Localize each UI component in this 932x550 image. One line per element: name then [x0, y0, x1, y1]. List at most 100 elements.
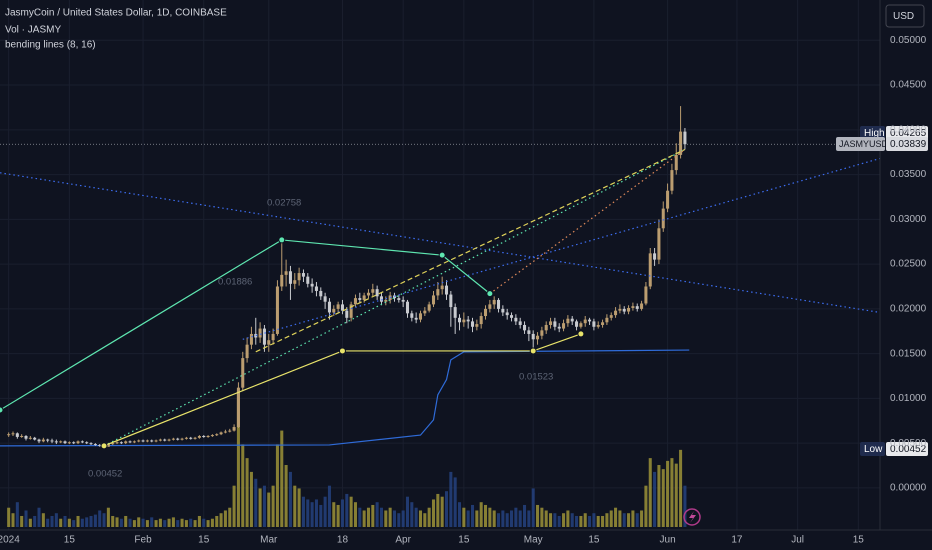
volume-bar — [89, 515, 93, 527]
volume-bar — [145, 520, 149, 527]
candle-body — [627, 307, 631, 312]
candle-body — [431, 295, 436, 305]
candle-body — [223, 431, 227, 433]
candle-body — [80, 441, 84, 443]
volume-bar — [431, 499, 436, 527]
high-tag — [860, 126, 885, 140]
volume-bar — [150, 517, 154, 527]
volume-bar — [37, 507, 41, 527]
candle-body — [254, 333, 258, 338]
volume-bar — [605, 513, 609, 527]
y-tick-label: 0.01500 — [890, 348, 927, 359]
candle-body — [245, 344, 249, 359]
candle-body — [332, 308, 336, 313]
volume-bar — [336, 504, 340, 527]
overlay-dot — [438, 251, 446, 259]
volume-bar — [510, 510, 514, 527]
candle-body — [653, 253, 657, 260]
candle-body — [488, 304, 492, 309]
candle-body — [414, 317, 418, 320]
candle-body — [436, 289, 440, 296]
volume-bar — [644, 485, 648, 527]
candle-body — [15, 433, 19, 437]
candle-body — [345, 310, 349, 318]
volume-bar — [536, 504, 540, 527]
candle-body — [336, 304, 340, 309]
candle-body — [167, 439, 171, 441]
volume-bar — [388, 507, 392, 527]
volume-bar — [653, 471, 657, 527]
candle-body — [588, 319, 592, 322]
candle-body — [93, 444, 97, 446]
volume-bar — [588, 515, 592, 527]
candle-body — [371, 289, 375, 293]
volume-bar — [262, 485, 266, 527]
candle-body — [33, 437, 37, 440]
candle-body — [657, 228, 661, 260]
candle-body — [575, 321, 579, 327]
volume-bar — [98, 510, 102, 527]
x-tick-label: 15 — [198, 535, 210, 546]
x-tick-label: 15 — [853, 535, 865, 546]
candle-body — [497, 299, 501, 309]
candle-body — [423, 310, 427, 314]
candle-body — [405, 301, 410, 314]
volume-bar — [683, 485, 687, 527]
volume-bar — [50, 515, 54, 527]
last-tag — [836, 137, 885, 151]
volume-bar — [366, 507, 370, 527]
volume-bar — [241, 444, 245, 527]
volume-bar — [197, 515, 201, 527]
y-tick-label: 0.00500 — [890, 438, 927, 449]
volume-bar — [33, 515, 37, 527]
candle-body — [319, 290, 323, 297]
candle-body — [462, 319, 466, 323]
candle-body — [566, 318, 570, 324]
volume-bar — [484, 504, 488, 527]
volume-bar — [106, 507, 110, 527]
candle-body — [327, 301, 331, 313]
volume-bar — [553, 513, 557, 527]
candle-body — [384, 299, 388, 302]
alert-icon-bolt — [689, 511, 696, 523]
candle-body — [63, 441, 67, 444]
currency-label[interactable]: USD — [893, 11, 914, 22]
candle-body — [288, 271, 292, 284]
candle-body — [119, 442, 123, 444]
candle-body — [7, 434, 11, 436]
candle-body — [362, 295, 366, 300]
candle-body — [323, 296, 327, 302]
candle-body — [553, 321, 557, 327]
volume-bar — [492, 510, 496, 527]
volume-bar — [15, 502, 19, 527]
volume-bar — [24, 510, 28, 527]
volume-bar — [614, 507, 618, 527]
overlay-line — [0, 239, 491, 411]
currency-button[interactable] — [885, 4, 925, 28]
y-tick-label: 0.01000 — [890, 393, 927, 404]
volume-bar — [371, 504, 375, 527]
volume-bar — [410, 502, 414, 527]
candle-body — [544, 324, 548, 331]
x-tick-label: May — [524, 535, 543, 546]
candle-body — [215, 434, 219, 436]
volume-bar — [115, 517, 119, 527]
volume-bar — [436, 493, 440, 527]
volume-bar — [627, 513, 631, 527]
candle-body — [518, 321, 522, 325]
volume-bar — [297, 488, 301, 527]
volume-bar — [648, 458, 652, 527]
candle-body — [193, 437, 197, 439]
candle-body — [37, 439, 41, 442]
volume-bar — [128, 518, 132, 527]
volume-bar — [601, 515, 605, 527]
candle-body — [20, 435, 24, 437]
candle-body — [24, 435, 28, 439]
candle-body — [89, 443, 93, 445]
candle-body — [670, 170, 674, 191]
candle-body — [475, 324, 479, 327]
volume-bar — [466, 510, 470, 527]
volume-bar — [132, 520, 136, 527]
alert-icon[interactable] — [683, 508, 701, 526]
